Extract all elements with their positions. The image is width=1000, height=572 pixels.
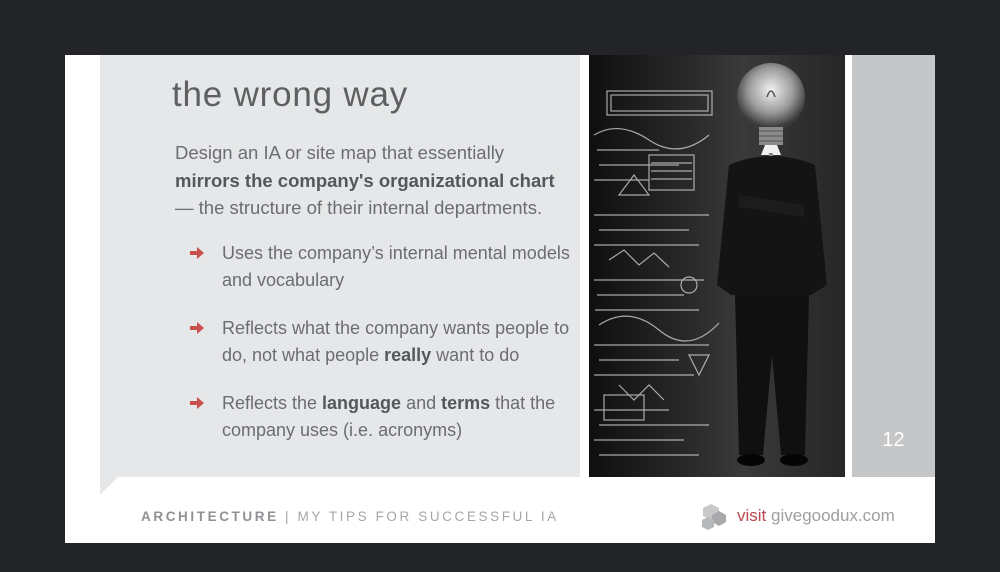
lightbulb-head-businessman-photo	[589, 55, 845, 477]
visit-word: visit	[737, 506, 767, 525]
footer-separator: |	[278, 509, 298, 524]
slide: the wrong way Design an IA or site map t…	[65, 55, 935, 543]
givegoodux-logo-icon	[702, 504, 726, 530]
arrow-right-icon	[190, 322, 204, 334]
intro-bold-text: mirrors the company's organizational cha…	[175, 169, 555, 191]
bullet-item: Reflects the language and terms that the…	[190, 390, 570, 444]
page-number: 12	[882, 429, 905, 451]
photo-illustration	[593, 63, 827, 466]
arrow-right-icon	[190, 247, 204, 259]
footer-section-title: ARCHITECTURE | MY TIPS FOR SUCCESSFUL IA	[141, 509, 559, 524]
site-url: givegoodux.com	[766, 506, 895, 525]
bullet-text: Reflects what the company wants people t…	[222, 318, 570, 365]
right-gray-strip: 12	[852, 55, 935, 477]
intro-text-1: Design an IA or site map that essentiall…	[175, 142, 505, 163]
lightbulb-icon	[737, 63, 805, 145]
arrow-right-icon	[190, 397, 204, 409]
bullet-bold-text: terms	[441, 393, 491, 413]
bullet-list: Uses the company’s internal mental model…	[190, 240, 570, 465]
bullet-text: that the company uses (i.e. acronyms)	[222, 393, 556, 440]
footer-section-label: ARCHITECTURE	[141, 509, 279, 524]
bullet-bold-text: really	[384, 345, 432, 365]
slide-title: the wrong way	[172, 75, 409, 114]
content-panel: the wrong way Design an IA or site map t…	[100, 55, 580, 495]
bullet-text: Reflects the	[222, 393, 323, 413]
intro-paragraph: Design an IA or site map that essentiall…	[175, 139, 575, 222]
visit-site-link[interactable]: visit givegoodux.com	[699, 501, 895, 531]
bullet-text: Uses the company’s internal mental model…	[222, 243, 570, 290]
bullet-item: Reflects what the company wants people t…	[190, 315, 570, 369]
bullet-item: Uses the company’s internal mental model…	[190, 240, 570, 294]
intro-text-2: — the structure of their internal depart…	[175, 197, 543, 218]
visit-text: visit givegoodux.com	[737, 506, 895, 526]
footer-subtitle: MY TIPS FOR SUCCESSFUL IA	[297, 509, 559, 524]
bullet-text: want to do	[431, 345, 520, 365]
left-margin-strip	[65, 55, 100, 479]
bullet-bold-text: language	[322, 393, 402, 413]
bullet-text: and	[401, 393, 442, 413]
